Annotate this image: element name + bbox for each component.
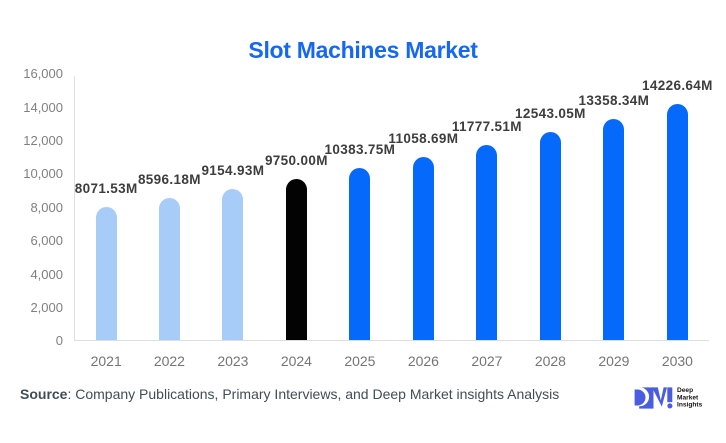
svg-text:Market: Market [677, 394, 699, 401]
svg-text:Deep: Deep [677, 387, 693, 394]
svg-text:Insights: Insights [677, 402, 703, 409]
